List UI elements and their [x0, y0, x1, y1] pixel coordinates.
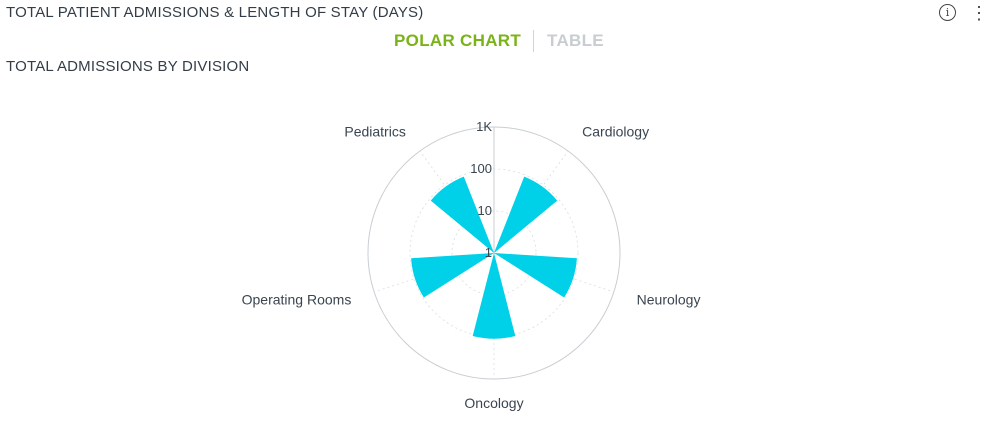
radial-tick-label: 1 [485, 245, 492, 260]
category-labels: Cardiology Neurology Oncology Operating Roo… [242, 124, 701, 411]
chart-title: TOTAL ADMISSIONS BY DIVISION [6, 58, 250, 75]
view-toggle: POLAR CHART TABLE [0, 30, 998, 52]
polar-bar-pediatrics [430, 176, 494, 253]
radial-tick-label: 10 [478, 203, 492, 218]
polar-bar-oncology [472, 253, 516, 339]
category-label: Neurology [637, 291, 701, 307]
category-label: Oncology [464, 395, 523, 411]
tab-table[interactable]: TABLE [547, 31, 604, 50]
info-icon[interactable]: i [939, 4, 956, 21]
category-label: Cardiology [582, 124, 649, 140]
tab-divider [533, 30, 535, 52]
category-label: Operating Rooms [242, 291, 352, 307]
polar-bar-operating-rooms [411, 253, 494, 298]
polar-bar-neurology [494, 253, 577, 298]
polar-bars [411, 176, 577, 339]
radial-tick-label: 100 [470, 161, 492, 176]
radial-axis: 1 10 100 1K [470, 119, 495, 260]
widget-title: TOTAL PATIENT ADMISSIONS & LENGTH OF STA… [6, 4, 424, 21]
radial-tick-label: 1K [476, 119, 492, 134]
polar-bar-cardiology [494, 176, 558, 253]
tab-polar-chart[interactable]: POLAR CHART [394, 31, 522, 50]
category-label: Pediatrics [344, 124, 405, 140]
